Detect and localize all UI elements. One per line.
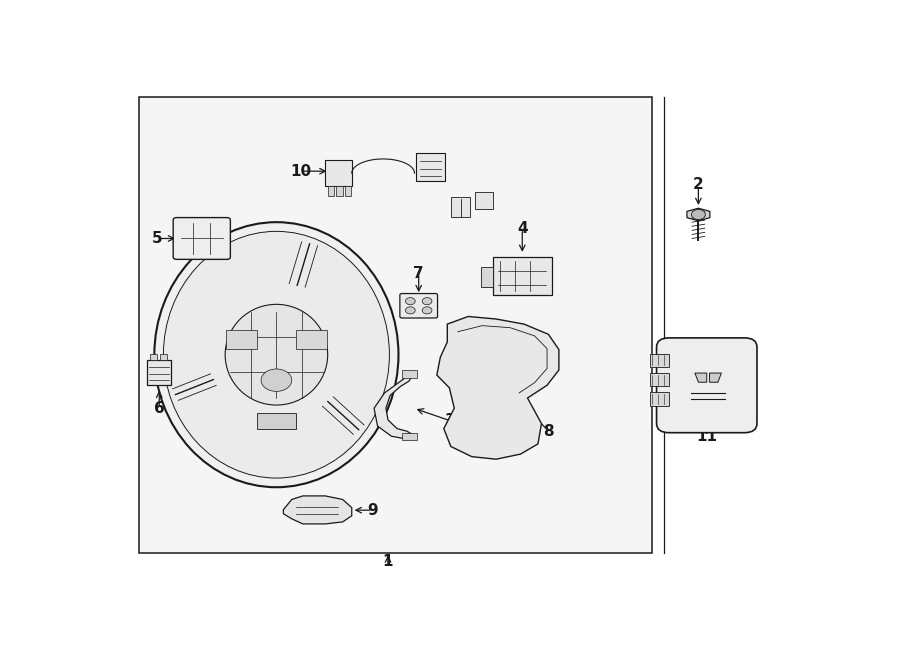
Bar xyxy=(296,330,327,349)
Circle shape xyxy=(422,298,432,305)
Bar xyxy=(226,330,256,349)
Bar xyxy=(650,393,669,406)
FancyBboxPatch shape xyxy=(400,293,437,318)
Text: 6: 6 xyxy=(154,401,165,416)
Bar xyxy=(475,191,492,209)
Bar xyxy=(492,257,552,295)
Bar xyxy=(139,97,652,553)
Bar xyxy=(256,413,296,428)
Bar xyxy=(416,154,446,181)
Text: 4: 4 xyxy=(517,221,527,236)
Polygon shape xyxy=(709,373,722,382)
Bar xyxy=(402,370,418,377)
Ellipse shape xyxy=(164,231,390,478)
Circle shape xyxy=(422,307,432,314)
Circle shape xyxy=(691,209,706,220)
Ellipse shape xyxy=(225,305,328,405)
Polygon shape xyxy=(687,209,710,221)
Text: 8: 8 xyxy=(543,424,553,439)
Bar xyxy=(650,373,669,387)
Polygon shape xyxy=(284,496,352,524)
Text: 5: 5 xyxy=(152,231,163,246)
Bar xyxy=(482,267,492,287)
Text: 3: 3 xyxy=(446,414,456,428)
Polygon shape xyxy=(695,373,707,382)
Text: 9: 9 xyxy=(367,502,378,518)
Ellipse shape xyxy=(155,222,399,487)
Bar xyxy=(451,197,471,217)
Bar xyxy=(345,187,351,196)
Circle shape xyxy=(405,307,415,314)
Text: 2: 2 xyxy=(693,177,704,193)
Polygon shape xyxy=(436,316,559,459)
Bar xyxy=(148,359,171,385)
FancyBboxPatch shape xyxy=(173,218,230,260)
Text: 1: 1 xyxy=(382,553,393,569)
Circle shape xyxy=(261,369,292,391)
Bar xyxy=(150,354,158,359)
Bar xyxy=(160,354,166,359)
Bar xyxy=(650,354,669,367)
Text: 10: 10 xyxy=(291,164,311,179)
Bar xyxy=(337,187,343,196)
Bar xyxy=(328,187,334,196)
Text: 11: 11 xyxy=(697,429,717,444)
Bar xyxy=(402,433,418,440)
Polygon shape xyxy=(374,375,414,439)
Circle shape xyxy=(405,298,415,305)
Text: 7: 7 xyxy=(413,265,424,281)
FancyBboxPatch shape xyxy=(657,338,757,433)
Bar xyxy=(325,160,352,187)
